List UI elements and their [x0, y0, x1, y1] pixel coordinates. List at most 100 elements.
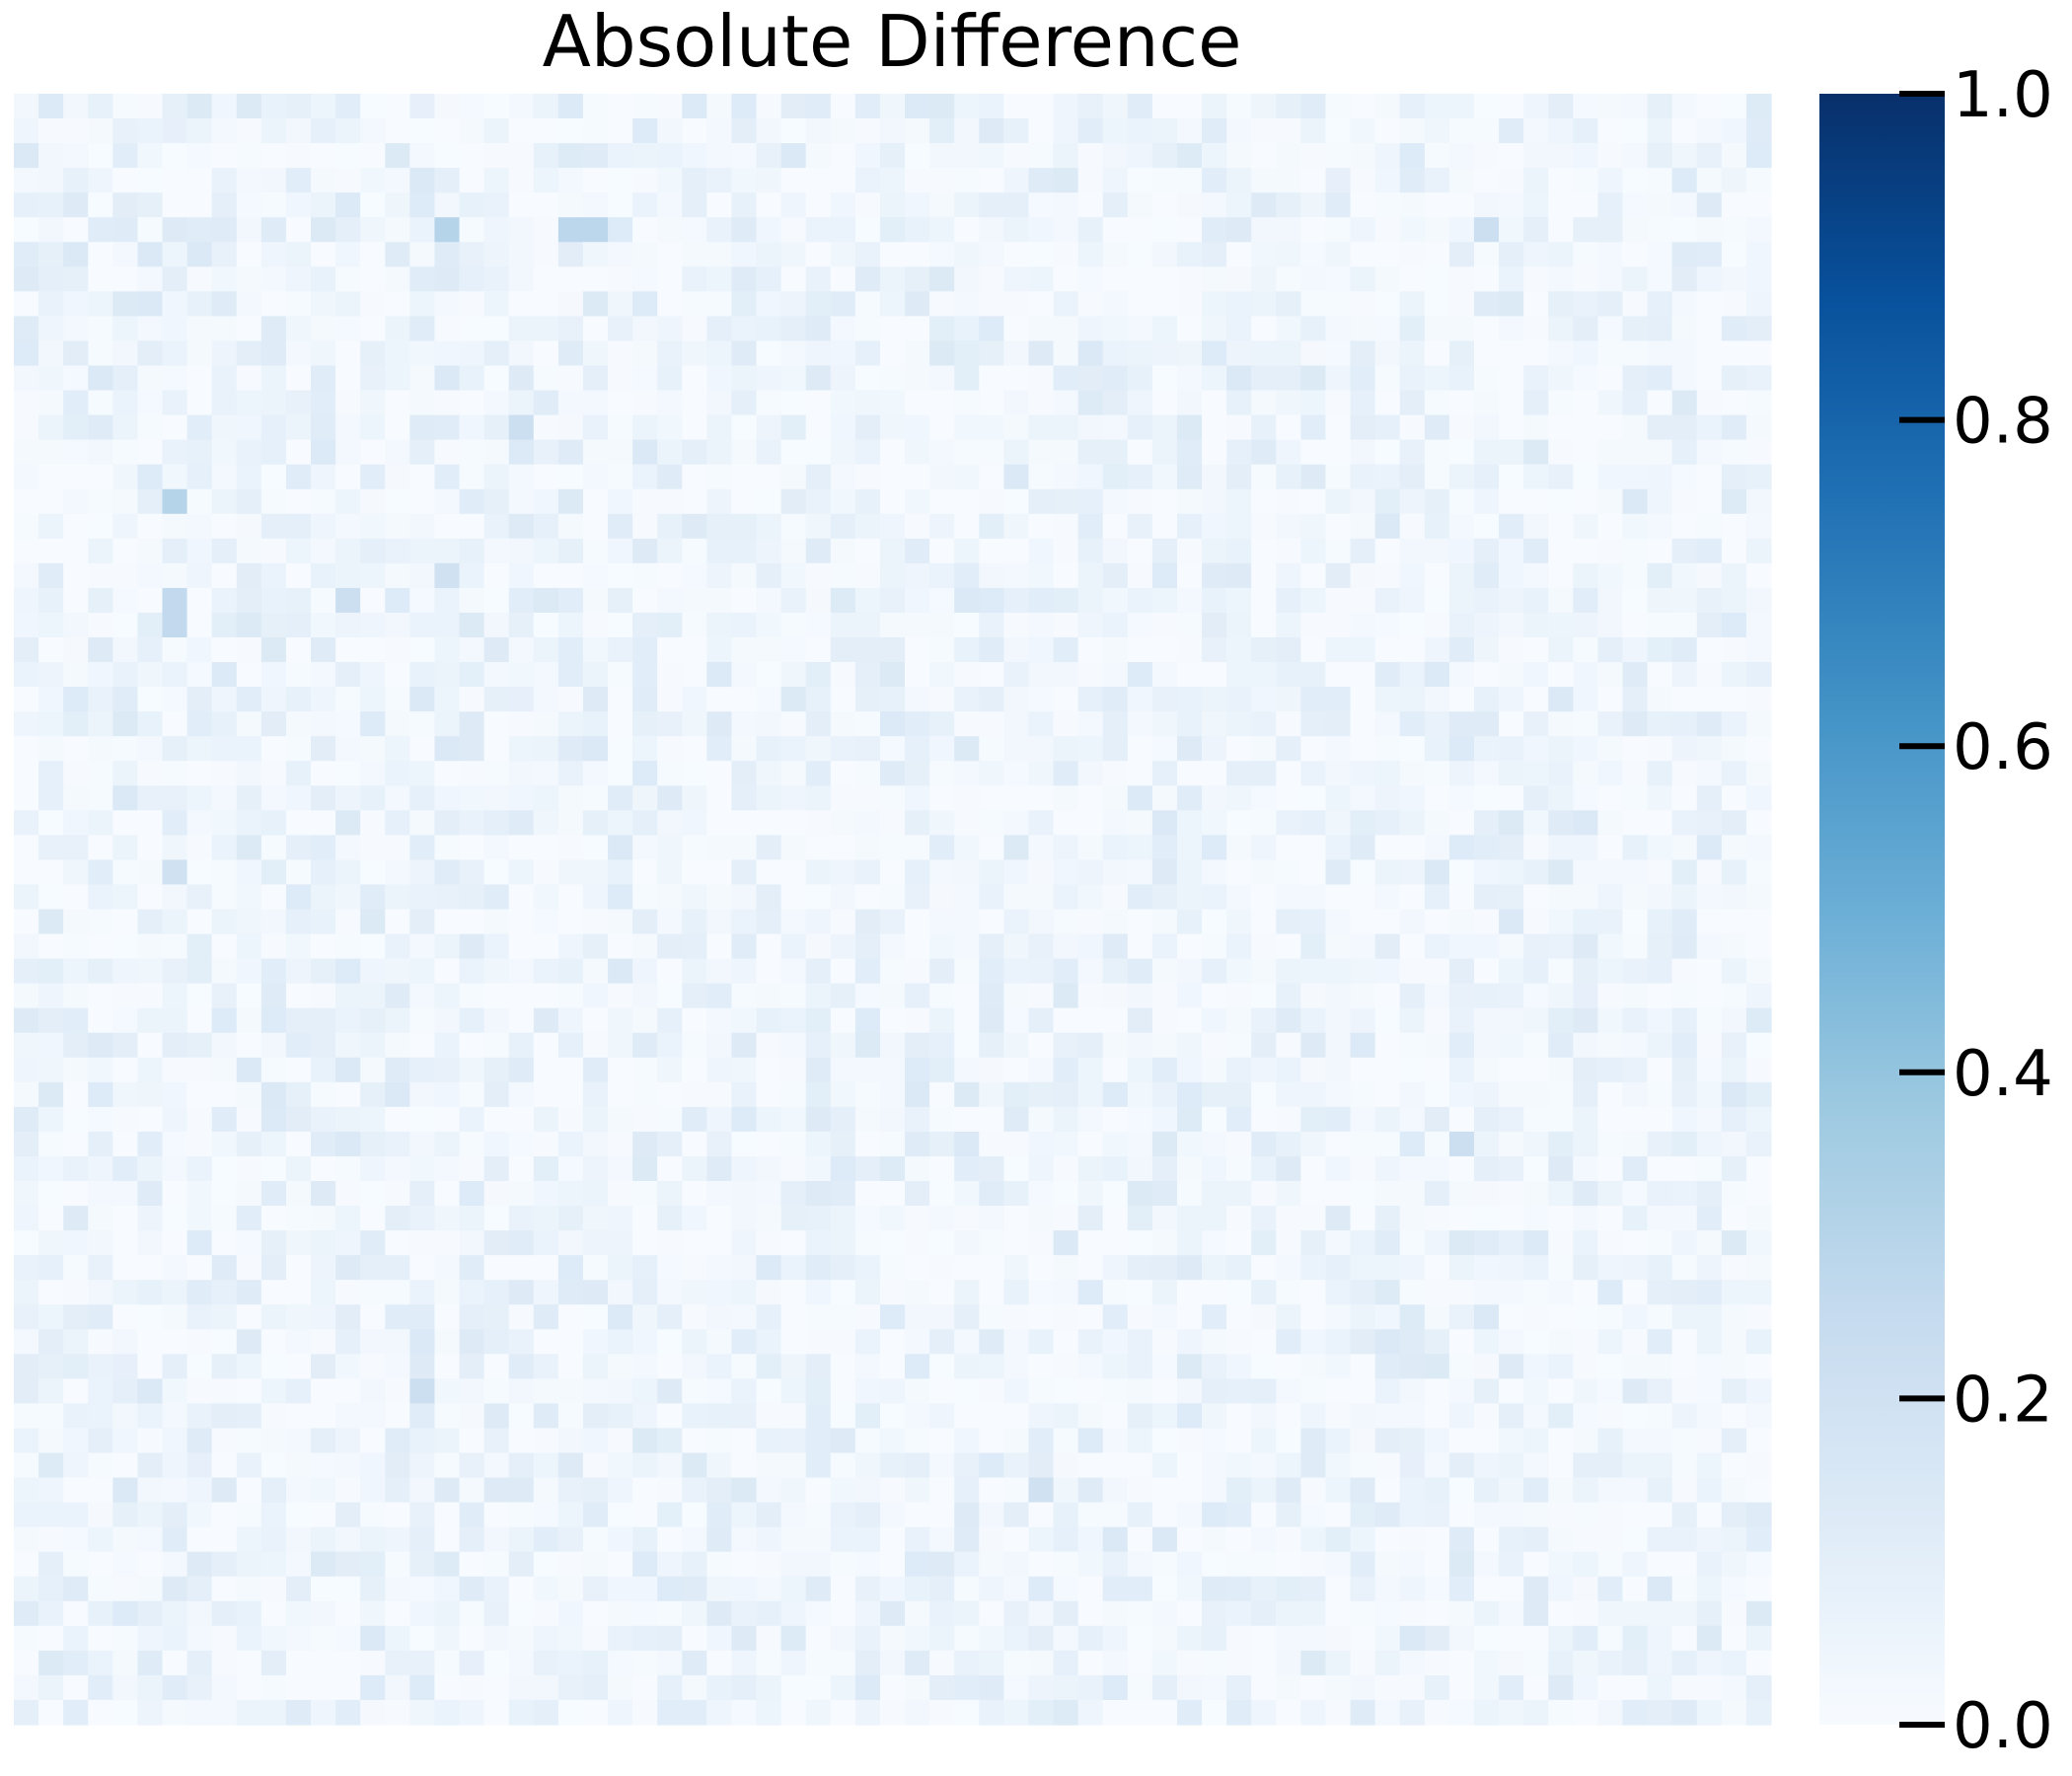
heatmap-cell	[1399, 488, 1426, 515]
heatmap-cell	[88, 143, 113, 169]
heatmap-cell	[1597, 1403, 1624, 1430]
heatmap-cell	[1053, 242, 1079, 267]
heatmap-cell	[1053, 958, 1079, 985]
heatmap-cell	[1622, 884, 1649, 911]
heatmap-cell	[1176, 736, 1203, 762]
heatmap-cell	[137, 1155, 164, 1182]
heatmap-cell	[979, 1181, 1004, 1207]
heatmap-cell	[260, 1526, 287, 1553]
heatmap-cell	[731, 1551, 758, 1578]
heatmap-cell	[360, 1502, 386, 1528]
heatmap-cell	[905, 1428, 930, 1454]
heatmap-cell	[1448, 761, 1475, 786]
heatmap-cell	[1053, 1625, 1079, 1652]
heatmap-cell	[1573, 217, 1598, 243]
heatmap-cell	[385, 612, 410, 638]
heatmap-cell	[1696, 192, 1723, 218]
heatmap-cell	[311, 1106, 336, 1133]
heatmap-cell	[483, 266, 510, 292]
heatmap-cell	[434, 983, 461, 1009]
heatmap-cell	[1374, 1502, 1401, 1528]
heatmap-cell	[1127, 1477, 1153, 1504]
heatmap-cell	[731, 1032, 758, 1059]
heatmap-cell	[335, 168, 361, 193]
heatmap-cell	[954, 736, 980, 762]
heatmap-cell	[112, 835, 139, 861]
heatmap-cell	[1276, 143, 1301, 169]
heatmap-cell	[830, 1354, 856, 1379]
heatmap-cell	[88, 1131, 113, 1157]
heatmap-cell	[1721, 711, 1747, 737]
heatmap-cell	[1573, 562, 1598, 589]
heatmap-cell	[682, 1057, 707, 1083]
heatmap-cell	[186, 464, 213, 490]
heatmap-cell	[260, 859, 287, 886]
heatmap-cell	[311, 1452, 336, 1479]
heatmap-cell	[1127, 612, 1153, 638]
heatmap-cell	[236, 143, 262, 169]
heatmap-cell	[1622, 587, 1649, 614]
heatmap-cell	[434, 761, 461, 786]
heatmap-cell	[1399, 1354, 1426, 1379]
heatmap-cell	[1350, 1600, 1376, 1627]
heatmap-cell	[731, 933, 758, 960]
heatmap-cell	[311, 711, 336, 737]
heatmap-cell	[1127, 1181, 1153, 1207]
heatmap-cell	[557, 1032, 584, 1059]
heatmap-cell	[1077, 933, 1104, 960]
heatmap-cell	[1424, 464, 1450, 490]
heatmap-cell	[533, 761, 559, 786]
heatmap-cell	[1176, 1674, 1203, 1701]
heatmap-cell	[1573, 1600, 1598, 1627]
heatmap-cell	[1499, 1452, 1524, 1479]
heatmap-cell	[756, 1155, 782, 1182]
heatmap-cell	[1176, 909, 1203, 935]
heatmap-cell	[1276, 983, 1301, 1009]
heatmap-cell	[1523, 761, 1549, 786]
heatmap-cell	[1647, 637, 1673, 663]
heatmap-cell	[1176, 217, 1203, 243]
heatmap-cell	[1448, 266, 1475, 292]
heatmap-cell	[459, 1378, 485, 1405]
heatmap-cell	[533, 736, 559, 762]
heatmap-cell	[1473, 612, 1500, 638]
heatmap-cell	[1473, 1255, 1500, 1281]
heatmap-cell	[186, 983, 213, 1009]
heatmap-cell	[285, 958, 312, 985]
heatmap-cell	[1424, 168, 1450, 193]
heatmap-cell	[88, 835, 113, 861]
heatmap-cell	[1325, 538, 1352, 564]
heatmap-cell	[1350, 1255, 1376, 1281]
heatmap-cell	[137, 513, 164, 540]
heatmap-cell	[1276, 464, 1301, 490]
heatmap-cell	[1053, 983, 1079, 1009]
heatmap-cell	[1448, 810, 1475, 836]
heatmap-cell	[385, 1255, 410, 1281]
heatmap-cell	[608, 1155, 633, 1182]
heatmap-cell	[162, 1403, 188, 1430]
heatmap-cell	[137, 1007, 164, 1034]
heatmap-cell	[1176, 1304, 1203, 1330]
heatmap-cell	[1053, 143, 1079, 169]
heatmap-cell	[1276, 761, 1301, 786]
heatmap-cell	[335, 1155, 361, 1182]
heatmap-cell	[1548, 1032, 1574, 1059]
heatmap-cell	[1053, 1007, 1079, 1034]
heatmap-cell	[1151, 439, 1178, 466]
heatmap-cell	[409, 736, 436, 762]
heatmap-cell	[1374, 1032, 1401, 1059]
heatmap-cell	[1448, 1230, 1475, 1256]
heatmap-cell	[1176, 1081, 1203, 1108]
heatmap-cell	[1399, 587, 1426, 614]
heatmap-cell	[1374, 390, 1401, 416]
heatmap-cell	[1448, 1354, 1475, 1379]
heatmap-cell	[1300, 192, 1327, 218]
heatmap-cell	[483, 1354, 510, 1379]
heatmap-cell	[929, 340, 955, 367]
heatmap-cell	[1671, 587, 1698, 614]
heatmap-cell	[1003, 1428, 1030, 1454]
heatmap-cell	[1102, 1477, 1129, 1504]
heatmap-cell	[508, 933, 535, 960]
heatmap-cell	[1573, 761, 1598, 786]
heatmap-cell	[1325, 1452, 1352, 1479]
